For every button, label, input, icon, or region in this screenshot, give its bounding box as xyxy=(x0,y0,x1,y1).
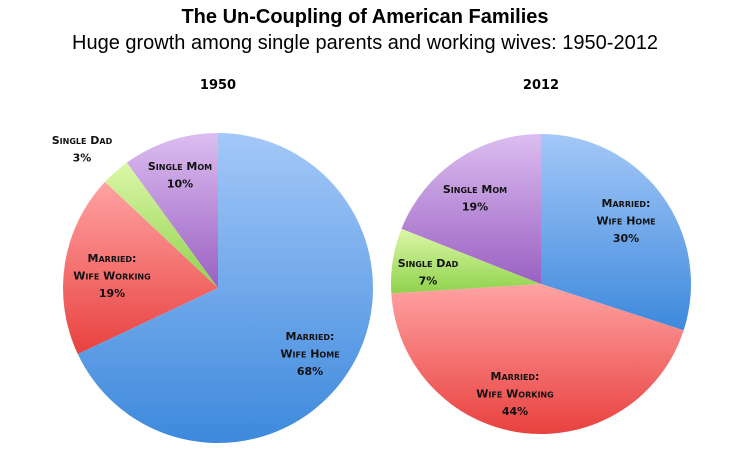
data-label: Single Dad xyxy=(398,257,459,270)
pie-title-2012: 2012 xyxy=(522,78,560,93)
pie-slice-2012-single-dad xyxy=(391,228,541,294)
data-label: Wife Working xyxy=(73,270,150,283)
pie-slice-2012-single-mom xyxy=(401,134,541,284)
pie-slice-1950-single-dad xyxy=(105,162,218,288)
data-label: Wife Home xyxy=(596,215,655,228)
data-label: Married: xyxy=(602,197,651,210)
data-label: Single Mom xyxy=(148,160,212,173)
pie-title-1950: 1950 xyxy=(199,78,237,93)
data-label: Single Mom xyxy=(443,183,507,196)
pie-slice-1950-single-mom xyxy=(126,133,218,288)
data-label: Wife Home xyxy=(280,348,339,361)
pie-slice-2012-married-wife-home xyxy=(541,134,691,331)
data-label: Single Dad xyxy=(52,134,113,147)
data-label: Married: xyxy=(491,370,540,383)
data-label: 19% xyxy=(462,201,488,214)
pie-slice-2012-married-wife-working xyxy=(391,284,684,434)
data-label: 30% xyxy=(613,232,639,245)
data-label: Married: xyxy=(286,330,335,343)
data-label: 10% xyxy=(167,178,193,191)
data-label: Wife Working xyxy=(476,388,553,401)
chart-subtitle: Huge growth among single parents and wor… xyxy=(72,32,658,54)
data-label: Married: xyxy=(88,252,137,265)
data-label: 68% xyxy=(297,365,323,378)
data-label: 3% xyxy=(73,152,92,165)
chart-title: The Un-Coupling of American Families xyxy=(181,6,549,28)
data-label: 19% xyxy=(99,287,125,300)
data-label: 7% xyxy=(419,275,438,288)
pie-slice-1950-married-wife-home xyxy=(77,133,374,443)
data-label: 44% xyxy=(502,405,528,418)
pie-slice-1950-married-wife-working xyxy=(63,181,218,354)
